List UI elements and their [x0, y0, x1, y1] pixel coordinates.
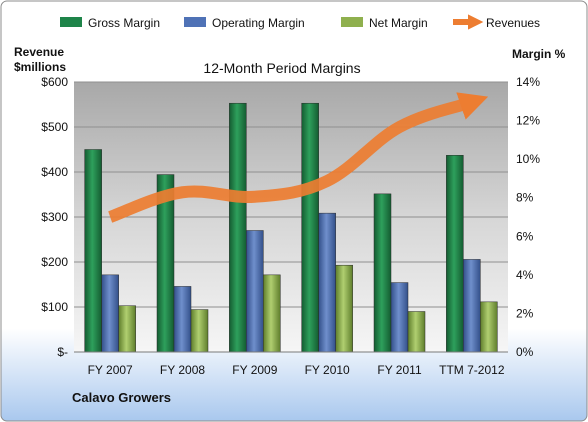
left-tick-label: $- [57, 345, 68, 359]
net-margin-bar [263, 274, 281, 353]
left-tick-label: $200 [41, 255, 68, 269]
x-tick-label: FY 2008 [160, 363, 205, 377]
net-margin-bar [335, 264, 353, 353]
chart-title: 12-Month Period Margins [203, 60, 360, 76]
legend: Gross Margin Operating Margin Net Margin… [60, 14, 540, 30]
legend-label-net-margin: Net Margin [369, 16, 428, 30]
legend-item-net-margin: Net Margin [341, 16, 428, 30]
gridlines [74, 81, 508, 308]
net-margin-bar [190, 309, 209, 353]
right-tick-label: 8% [516, 191, 534, 205]
x-tick-label: FY 2009 [232, 363, 277, 377]
bars [84, 102, 498, 353]
left-tick-label: $300 [41, 210, 68, 224]
right-axis-label: Margin % [512, 47, 566, 61]
left-tick-label: $100 [41, 300, 68, 314]
right-tick-label: 12% [516, 114, 540, 128]
left-tick-label: $500 [41, 120, 68, 134]
legend-swatch-gross-margin [60, 17, 82, 27]
right-tick-label: 0% [516, 345, 534, 359]
operating-margin-bar [173, 286, 192, 353]
right-tick-label: 10% [516, 152, 540, 166]
gross-margin-bar [373, 193, 392, 353]
net-margin-bar [480, 301, 498, 353]
axes: $- $100 $200 $300 $400 $500 $600 0% 2% 4% 6% 8% 10% 1… [41, 75, 540, 377]
operating-margin-bar [318, 212, 336, 353]
legend-label-gross-margin: Gross Margin [88, 16, 160, 30]
left-axis-label-line2: $millions [14, 60, 66, 74]
x-tick-label: FY 2007 [88, 363, 133, 377]
net-margin-bar [407, 311, 426, 353]
right-tick-label: 6% [516, 229, 534, 243]
legend-swatch-net-margin [341, 17, 363, 27]
x-tick-label: FY 2010 [305, 363, 350, 377]
operating-margin-bar [101, 274, 119, 353]
legend-label-revenues: Revenues [486, 16, 540, 30]
legend-item-gross-margin: Gross Margin [60, 16, 160, 30]
company-name: Calavo Growers [72, 390, 171, 405]
net-margin-bar [118, 305, 136, 353]
legend-label-operating-margin: Operating Margin [212, 16, 305, 30]
operating-margin-bar [390, 282, 409, 353]
x-tick-label: FY 2011 [377, 363, 422, 377]
legend-item-operating-margin: Operating Margin [184, 16, 305, 30]
right-tick-label: 4% [516, 268, 534, 282]
operating-margin-bar [463, 259, 481, 353]
gross-margin-bar [84, 149, 102, 353]
right-tick-label: 2% [516, 306, 534, 320]
x-tick-label: TTM 7-2012 [439, 363, 505, 377]
right-tick-label: 14% [516, 75, 540, 89]
legend-item-revenues: Revenues [453, 14, 540, 30]
gross-margin-bar [229, 102, 247, 353]
left-tick-label: $600 [41, 75, 68, 89]
gross-margin-bar [446, 155, 464, 353]
gross-margin-bar [301, 102, 319, 353]
legend-swatch-operating-margin [184, 17, 206, 27]
operating-margin-bar [246, 230, 264, 353]
revenue-line [108, 92, 489, 223]
left-axis-label-line1: Revenue [14, 45, 64, 59]
left-tick-label: $400 [41, 165, 68, 179]
revenues-line [108, 92, 489, 223]
